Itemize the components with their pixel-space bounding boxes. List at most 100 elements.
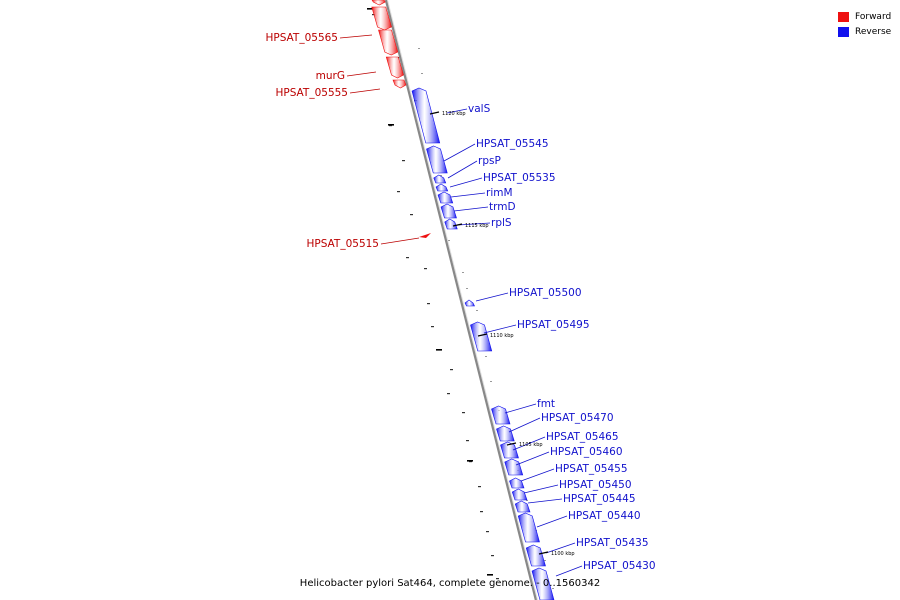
gene-label-leader [512,436,546,451]
scale-dot [478,486,481,488]
gene-label: trmD [489,201,516,213]
legend-label-reverse: Reverse [855,26,892,37]
gene-label: HPSAT_05495 [517,319,590,331]
gene-label: HPSAT_05435 [576,537,649,549]
scale-dash [487,574,493,576]
gene-label: rplS [491,217,512,229]
forward-gene-block [378,29,399,56]
genome-axis-highlight [387,0,538,600]
scale-tick-mark [429,111,440,115]
scale-dot [462,272,464,273]
gene-label-leader [446,108,468,114]
reverse-gene-block [514,500,531,513]
scale-tick-mark [477,333,488,337]
scale-dot [496,578,499,580]
scale-dot [544,560,546,561]
scale-dot [372,14,375,16]
gene-label-leader [346,71,377,77]
scale-dot [552,588,554,589]
scale-dot [466,440,469,442]
scale-dot [397,191,400,193]
gene-label: HPSAT_05445 [563,493,636,505]
scale-dot [486,531,489,533]
gene-label-leader [449,177,483,188]
reverse-gene-block [525,544,546,567]
gene-label: HPSAT_05450 [559,479,632,491]
gene-label: HPSAT_05460 [550,446,623,458]
gene-label: HPSAT_05500 [509,287,582,299]
gene-label-leader [349,88,381,94]
gene-label: fmt [537,398,555,410]
legend: Forward Reverse [838,9,900,39]
gene-label: HPSAT_05440 [568,510,641,522]
gene-label: HPSAT_05545 [476,138,549,150]
scale-dot [526,500,528,501]
scale-dot [491,555,494,557]
genome-axis [384,0,538,600]
reverse-gene-block [517,512,540,543]
reverse-gene-block [437,191,454,204]
reverse-gene-block [531,567,555,600]
forward-gene-block [371,6,392,31]
gene-label: HPSAT_05455 [555,463,628,475]
scale-dot [402,160,405,162]
scale-dot [485,356,487,357]
gene-label-leader [545,542,576,554]
scale-dot [462,412,465,414]
legend-item-forward: Forward [838,9,900,24]
reverse-gene-block [444,218,458,230]
legend-swatch-forward [838,11,849,22]
reverse-gene-block [500,441,519,459]
gene-label-leader [447,160,478,179]
reverse-gene-block [470,321,493,352]
scale-dash [436,349,442,351]
gene-label-leader [380,237,420,245]
reverse-gene-block [435,183,449,192]
gene-label: HPSAT_05470 [541,412,614,424]
scale-dot [447,393,450,395]
gene-label-leader [520,468,555,482]
scale-dot [418,48,420,49]
scale-tick-mark [452,223,463,227]
gene-label: murG [316,70,345,82]
scale-dot [406,257,409,259]
gene-label: HPSAT_05535 [483,172,556,184]
gene-label-leader [450,192,486,198]
gene-label-leader [523,484,559,494]
legend-label-forward: Forward [855,11,892,22]
scale-dot [431,326,434,328]
gene-label: valS [468,103,491,115]
gene-label-leader [527,498,563,504]
scale-dash [388,124,394,126]
scale-dot [424,268,427,270]
reverse-gene-block [411,87,441,144]
gene-label-leader [443,143,476,162]
scale-dot [480,511,483,513]
gene-label-leader [555,565,583,577]
reverse-gene-block [433,174,447,184]
forward-gene-block [385,56,404,79]
gene-label: HPSAT_05515 [306,238,379,250]
gene-label: HPSAT_05465 [546,431,619,443]
legend-swatch-reverse [838,26,849,37]
reverse-gene-block [511,488,528,501]
gene-label: rpsP [478,155,501,167]
reverse-gene-block [496,425,515,442]
reverse-gene-block [464,299,475,307]
scale-dash [467,460,473,462]
scale-tick-label: 1100 kbp [551,551,575,557]
gene-label-leader [475,292,509,302]
legend-item-reverse: Reverse [838,24,900,39]
gene-label-leader [453,206,489,212]
scale-tick-label: 1115 kbp [465,223,489,229]
scale-tick-mark [506,442,517,446]
gene-label-leader [536,515,568,528]
reverse-gene-block [504,458,524,476]
gene-label-leader [504,403,537,414]
scale-dot [448,240,450,241]
gene-label-leader [508,417,541,433]
gene-label: rimM [486,187,513,199]
gene-label-leader [339,34,373,39]
scale-dot [490,381,492,382]
gene-label-leader [515,451,550,466]
